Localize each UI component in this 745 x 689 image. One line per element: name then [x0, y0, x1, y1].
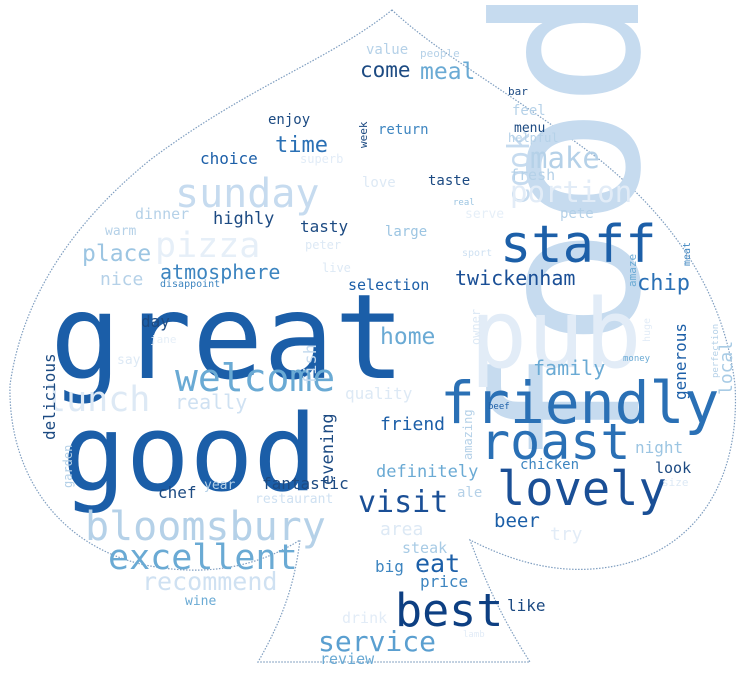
cloud-word: recommend: [142, 566, 278, 596]
cloud-word: garden: [61, 444, 75, 488]
cloud-word: size: [662, 475, 689, 489]
cloud-word: pete: [560, 205, 594, 222]
cloud-word: atmosphere: [160, 259, 281, 284]
cloud-word: sunday: [175, 171, 320, 218]
cloud-word: helpful: [508, 131, 559, 146]
cloud-word: lunch: [45, 380, 151, 421]
cloud-word: people: [420, 46, 460, 60]
cloud-word: eat: [415, 548, 461, 578]
cloud-word: value: [366, 41, 409, 58]
cloud-word: week: [357, 121, 370, 149]
cloud-word: best: [395, 584, 504, 638]
cloud-word: return: [378, 121, 429, 138]
cloud-word: like: [507, 595, 546, 615]
cloud-word: menu: [514, 121, 546, 137]
cloud-word: home: [380, 324, 436, 351]
cloud-word: visit: [358, 485, 449, 521]
cloud-word: friendly: [440, 369, 720, 438]
cloud-word: serve: [465, 207, 505, 223]
cloud-word: love: [362, 174, 396, 191]
cloud-word: lovely: [497, 462, 667, 518]
cloud-word: look: [655, 458, 692, 477]
cloud-word: staff: [500, 215, 657, 276]
cloud-word: steak: [402, 538, 448, 557]
cloud-word: bar: [508, 84, 528, 98]
cloud-word: come: [360, 57, 411, 82]
cloud-word: chef: [158, 482, 197, 502]
cloud-word: pizza: [155, 226, 261, 267]
cloud-word: sport: [462, 247, 493, 259]
cloud-word: quality: [345, 383, 413, 403]
cloud-word: area: [380, 519, 424, 541]
cloud-word: service: [318, 625, 437, 659]
cloud-word: generous: [671, 322, 690, 400]
cloud-word: definitely: [376, 462, 479, 483]
cloud-word: fantastic: [262, 473, 349, 493]
cloud-word: say: [117, 353, 141, 369]
cloud-word: beef: [488, 401, 510, 412]
cloud-word: perfection: [711, 323, 721, 378]
cloud-word: restaurant: [255, 492, 334, 508]
cloud-word: review: [320, 649, 375, 668]
cloud-word: feel: [512, 102, 546, 119]
cloud-word: real: [453, 197, 475, 208]
cloud-word: fish: [301, 344, 321, 385]
cloud-word: great: [50, 268, 406, 407]
cloud-word: choice: [200, 148, 258, 168]
cloud-word: owner: [469, 308, 483, 345]
cloud-word: highly: [213, 209, 275, 230]
cloud-word: jane: [150, 332, 177, 346]
cloud-word: portion: [510, 175, 633, 210]
cloud-word: big: [375, 556, 404, 576]
cloud-word: year: [204, 478, 236, 494]
cloud-word: chip: [637, 270, 690, 296]
cloud-word: dinner: [135, 204, 190, 223]
cloud-word: live: [322, 261, 351, 276]
cloud-word: tasty: [300, 216, 349, 236]
cloud-word: place: [82, 241, 152, 268]
cloud-word: chicken: [520, 456, 580, 473]
cloud-word: try: [550, 524, 583, 546]
cloud-word: excellent: [108, 538, 298, 579]
cloud-word: drink: [342, 608, 388, 627]
cloud-word: meat: [682, 241, 693, 266]
cloud-word: time: [275, 132, 328, 158]
cloud-word: wine: [185, 594, 217, 610]
cloud-word: huge: [642, 317, 653, 342]
cloud-word: ale: [457, 484, 483, 501]
cloud-word: superb: [300, 152, 344, 167]
cloud-word: delicious: [40, 353, 59, 440]
cloud-word: really: [175, 389, 248, 414]
cloud-word: large: [385, 223, 428, 240]
cloud-word: friend: [380, 414, 446, 436]
cloud-word: enjoy: [268, 111, 311, 128]
cloud-word: meal: [420, 59, 476, 86]
cloud-word: money: [623, 353, 651, 364]
cloud-word: make: [530, 141, 600, 176]
cloud-word: nice: [100, 269, 144, 291]
cloud-word: pub: [470, 280, 642, 391]
cloud-word: night: [635, 437, 684, 457]
cloud-word: amaze: [626, 253, 639, 287]
cloud-word: roast: [480, 413, 631, 471]
cloud-word: amazing: [461, 409, 475, 460]
cloud-word: price: [420, 571, 469, 591]
cloud-word: beer: [494, 510, 540, 533]
cloud-word: peter: [305, 238, 342, 253]
cloud-word: bloomsbury: [85, 504, 326, 551]
cloud-word: lamb: [463, 629, 485, 640]
cloud-word: good: [62, 392, 318, 516]
cloud-word: disappoint: [160, 278, 221, 290]
cloud-word: welcome: [175, 355, 336, 400]
cloud-word: warm: [105, 224, 137, 240]
cloud-word: day: [141, 311, 170, 331]
cloud-word: twickenham: [455, 265, 576, 290]
cloud-word: family: [533, 355, 606, 380]
cloud-word: selection: [348, 275, 430, 294]
cloud-word: fresh: [510, 165, 556, 184]
cloud-word: taste: [428, 172, 471, 189]
